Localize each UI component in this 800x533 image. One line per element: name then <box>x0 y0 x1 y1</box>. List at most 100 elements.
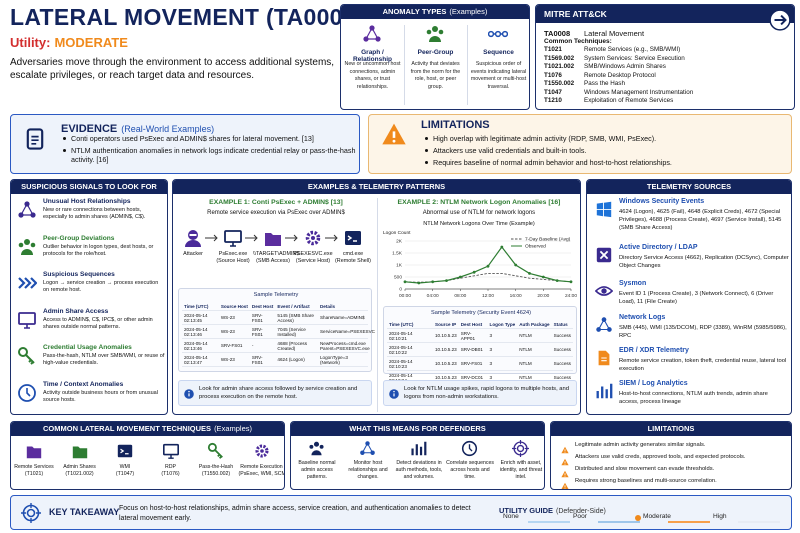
utility-bar-segment <box>597 521 640 523</box>
icon-shape <box>18 238 36 255</box>
bullet <box>63 137 66 140</box>
table-cell: LogonType=3 (Network) <box>317 352 368 367</box>
table-header: Details <box>317 302 368 311</box>
signal-title: Suspicious Sequences <box>43 271 115 278</box>
table-cell: - <box>249 338 276 353</box>
icon-shape <box>596 383 613 399</box>
x-tick-label: 20:00 <box>537 293 549 299</box>
icon <box>425 24 445 44</box>
utility-bar-segment <box>527 521 570 523</box>
icon-shape <box>18 347 35 365</box>
section-title: COMMON LATERAL MOVEMENT TECHNIQUES <box>43 424 212 433</box>
flow-sublabel: (Service Host) <box>295 258 331 264</box>
defenders-panel: WHAT THIS MEANS FOR DEFENDERS Baseline no… <box>290 421 545 490</box>
icon-shape <box>411 441 427 456</box>
x-tick-label: 12:00 <box>482 293 494 299</box>
table-cell: 7045 (Service Installed) <box>275 324 318 339</box>
source-title: Sysmon <box>619 280 647 287</box>
table-row: 2024-05-14 02:13:45 WS-23 SRV-FS01 5145 (SM… <box>182 310 368 325</box>
icon-shape <box>162 443 179 456</box>
mitre-technique-id: T1569.002 <box>544 54 575 62</box>
section-header: TELEMETRY SOURCES <box>587 180 791 194</box>
icon <box>595 200 613 218</box>
icon-shape <box>564 451 566 453</box>
table-cell: SRV-FS01 <box>249 352 276 367</box>
technique-name: Remote Execution <box>240 464 283 470</box>
bullet <box>425 161 428 164</box>
data-point <box>486 264 490 268</box>
note-box: Look for NTLM usage spikes, rapid logons… <box>383 380 577 406</box>
technique-id: (T1021) <box>24 471 44 477</box>
anomaly-type-title: Graph / Relationship <box>352 49 392 63</box>
defender-item: Correlate sequences across hosts and tim… <box>446 460 494 480</box>
icon-shape <box>594 286 614 296</box>
flow-label: PsExec.exe <box>218 251 248 257</box>
mitre-techniques-label: Common Techniques: <box>544 38 612 45</box>
example-title: EXAMPLE 2: NTLM Network Logon Anomalies … <box>397 199 561 206</box>
signals-panel: SUSPICIOUS SIGNALS TO LOOK FOR Unusual Ho… <box>10 179 168 415</box>
technique-name: RDP <box>165 464 176 470</box>
icon-shape <box>245 234 258 242</box>
evidence-title: EVIDENCE <box>61 123 118 135</box>
icon-shape <box>117 444 133 458</box>
flow-arrows <box>173 228 377 258</box>
telemetry-table: Time (UTC) Source Host Dest Host Event / Ar… <box>182 302 375 367</box>
icon-shape <box>426 26 444 42</box>
table-header: Source IP <box>433 320 459 329</box>
icon-shape <box>429 36 441 42</box>
table-cell: 2024-05-14 02:13:45 <box>182 310 219 325</box>
mitre-technique-id: T1210 <box>544 97 562 104</box>
table-title: Sample Telemetry <box>253 292 299 298</box>
icon <box>71 442 89 460</box>
utility-level: Moderate <box>643 513 671 520</box>
icon-shape <box>561 470 569 478</box>
icon-shape <box>596 383 613 399</box>
signal-text: New or rare connections between hosts, e… <box>43 207 146 221</box>
chart-title: NTLM Network Logons Over Time (Example) <box>423 221 535 227</box>
icon-shape <box>18 383 36 402</box>
utility-guide-heading: UTILITY GUIDE (Defender-Side) <box>499 500 606 518</box>
icon <box>183 228 203 248</box>
table-cell: 2024-05-14 02:10:21 <box>387 328 433 343</box>
icon-shape <box>19 202 35 216</box>
defender-item: Detect deviations in auth methods, tools… <box>395 460 443 480</box>
icon-shape <box>363 25 381 42</box>
mitre-technique-name: Windows Management Instrumentation <box>584 88 694 96</box>
icon-shape <box>382 123 406 145</box>
examples-panel: EXAMPLES & TELEMETRY PATTERNS EXAMPLE 1: … <box>172 179 581 415</box>
data-point <box>445 279 448 282</box>
icon <box>23 127 47 151</box>
section-header: LIMITATIONS <box>551 422 791 436</box>
icon-shape <box>564 487 566 489</box>
page-title: LATERAL MOVEMENT (TA0008) <box>10 4 364 30</box>
limitations-top-panel: LIMITATIONS High overlap with legitimate … <box>368 114 792 174</box>
icon-shape <box>18 201 36 218</box>
table-header: Time (UTC) <box>182 302 219 311</box>
table-cell: 5145 (SMB Share Access) <box>275 310 318 325</box>
icon-shape <box>601 357 607 362</box>
icon-shape <box>285 234 298 242</box>
icon <box>17 383 37 403</box>
x-tick-label: 16:00 <box>510 293 522 299</box>
flow-sublabel: (Source Host) <box>216 258 250 264</box>
icon <box>21 503 41 523</box>
icon-shape <box>21 503 41 523</box>
table-header-row: Time (UTC) Source Host Dest Host Event / Ar… <box>182 302 368 311</box>
divider <box>404 25 405 105</box>
utility-level: Poor <box>573 513 587 520</box>
icon-shape <box>30 242 36 247</box>
source-text: 4624 (Logon), 4625 (Fail), 4648 (Explici… <box>619 209 782 231</box>
limitation-item: Distributed and slow movement can evade … <box>575 466 715 472</box>
signal-text: Logon → service creation → process execu… <box>43 280 159 294</box>
icon-shape <box>18 311 36 325</box>
table-cell: SRV-FS01 <box>249 310 276 325</box>
icon-shape <box>461 440 478 457</box>
table-header: Status <box>551 320 573 329</box>
utility-level: None <box>503 513 519 520</box>
table-header: Event / Artifact <box>275 302 318 311</box>
telemetry-table-box: Sample Telemetry (Security Event 4624) Ti… <box>383 306 577 385</box>
utility-guide-title: UTILITY GUIDE <box>499 506 554 515</box>
y-tick-label: 1K <box>396 263 403 269</box>
section-header: ANOMALY TYPES (Examples) <box>341 5 529 19</box>
icon-shape <box>184 389 194 399</box>
